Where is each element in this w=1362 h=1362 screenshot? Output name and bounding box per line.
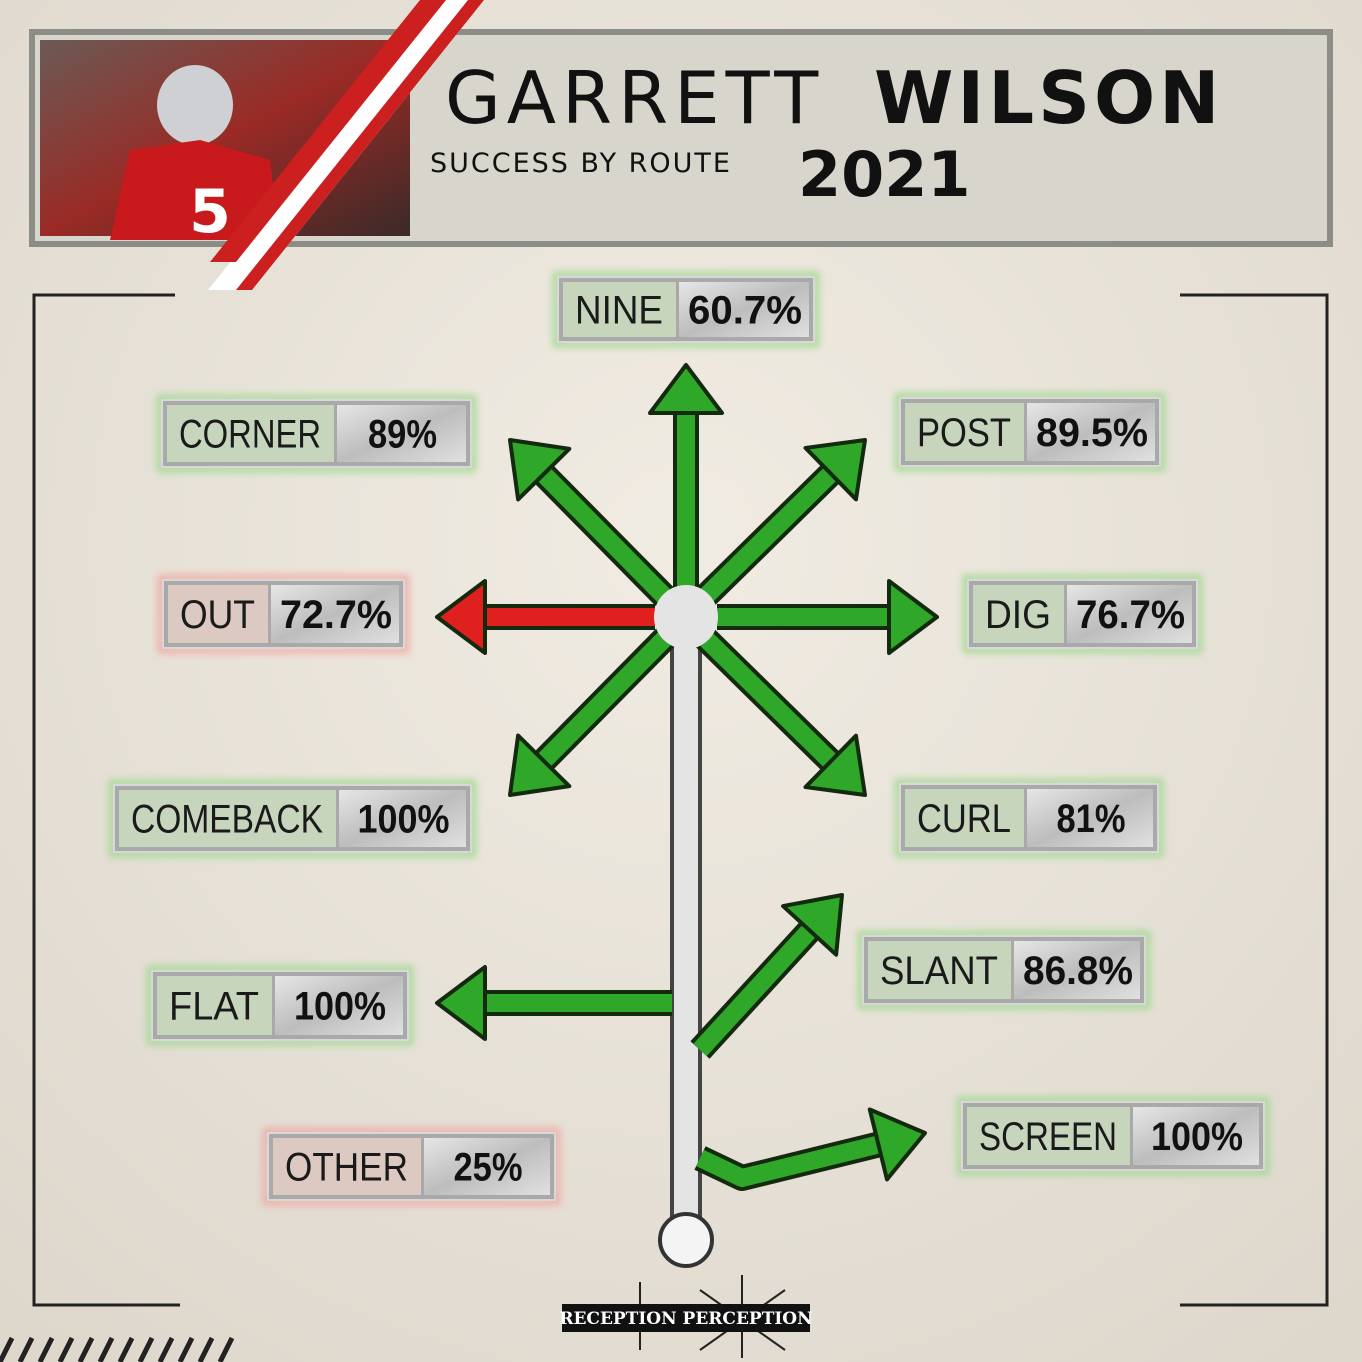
label-value-bg <box>1027 789 1153 847</box>
arrow-shaft <box>696 1135 883 1187</box>
title-first: GARRETT <box>445 56 824 140</box>
route-success: 89% <box>368 413 437 457</box>
route-success: 72.7% <box>280 593 392 637</box>
arrow-shaft <box>535 466 675 607</box>
arrow-head <box>435 579 487 655</box>
title-last: WILSON <box>874 56 1223 140</box>
frame <box>32 293 1329 1307</box>
route-success: 76.7% <box>1076 593 1185 637</box>
route-arrows <box>435 363 939 1191</box>
arrow-shaft <box>693 922 818 1057</box>
label-name-bg <box>905 789 1024 847</box>
label-glow <box>553 272 819 347</box>
label-name-bg <box>868 941 1011 999</box>
label-glow <box>858 931 1150 1009</box>
helmet <box>157 65 233 145</box>
arrow-head <box>867 1107 927 1182</box>
arrow-shaft <box>695 465 839 607</box>
label-value-bg <box>1027 403 1155 461</box>
route-success: 86.8% <box>1023 949 1133 993</box>
route-name: OTHER <box>285 1146 408 1190</box>
stripe-red <box>210 0 446 262</box>
arrow-head <box>508 438 572 502</box>
jersey-number: 5 <box>189 177 231 247</box>
label-value-bg <box>1067 585 1192 643</box>
arrow-shaft <box>695 628 839 770</box>
label-name-bg <box>273 1138 421 1195</box>
jersey <box>110 140 280 240</box>
label-name-bg <box>157 976 272 1035</box>
arrow-head <box>803 733 867 797</box>
label-value-bg <box>337 405 466 462</box>
arrow-head <box>648 363 724 415</box>
route-labels: NINE 60.7% CORNER 89% POST 89.5% OUT 72.7% DIG 76… <box>109 272 1269 1205</box>
route-success: 25% <box>454 1146 523 1190</box>
label-glow <box>109 780 476 857</box>
route-name: FLAT <box>169 985 259 1029</box>
label-name-bg <box>167 405 334 462</box>
route-success: 89.5% <box>1036 411 1148 455</box>
label-glow <box>895 779 1163 857</box>
label-name-bg <box>563 282 676 337</box>
route-success: 100% <box>358 798 450 842</box>
route-name: CORNER <box>179 413 321 457</box>
route-success: 100% <box>1151 1115 1243 1159</box>
label-glow <box>147 966 413 1045</box>
label-name-bg <box>905 403 1024 461</box>
arrow-head <box>887 579 939 655</box>
label-glow <box>963 575 1202 653</box>
label-glow <box>157 395 476 472</box>
label-glow <box>895 393 1165 471</box>
label-value-bg <box>339 790 466 847</box>
route-name: DIG <box>985 593 1051 637</box>
label-value-bg <box>424 1138 550 1195</box>
center-node <box>654 585 718 649</box>
label-glow <box>263 1128 560 1205</box>
start-node <box>658 1212 714 1268</box>
route-name: COMEBACK <box>131 798 323 842</box>
label-value-bg <box>275 976 403 1035</box>
arrow-head <box>435 965 487 1041</box>
route-name: NINE <box>575 289 663 333</box>
route-name: CURL <box>917 797 1011 841</box>
stripe-red <box>236 0 484 290</box>
arrow-shaft <box>535 628 675 769</box>
year: 2021 <box>798 138 971 211</box>
subtitle: SUCCESS BY ROUTE <box>430 148 732 179</box>
route-name: SLANT <box>880 949 998 993</box>
route-success: 81% <box>1057 797 1126 841</box>
logo-box <box>562 1304 810 1332</box>
label-value-bg <box>1014 941 1140 999</box>
route-success: 60.7% <box>688 289 802 333</box>
arrow-head <box>508 733 572 797</box>
label-name-bg <box>168 585 268 643</box>
label-glow <box>957 1097 1269 1175</box>
label-value-bg <box>679 282 809 337</box>
label-name-bg <box>119 790 336 847</box>
label-name-bg <box>967 1107 1130 1165</box>
logo-text: RECEPTION PERCEPTION <box>559 1309 812 1329</box>
diagonal-hatch <box>0 1336 235 1362</box>
label-value-bg <box>1133 1107 1259 1165</box>
route-name: OUT <box>180 593 255 637</box>
label-glow <box>158 575 409 653</box>
label-value-bg <box>271 585 399 643</box>
arrow-head <box>803 438 867 502</box>
route-success: 100% <box>294 985 386 1029</box>
route-name: POST <box>917 411 1011 455</box>
label-name-bg <box>973 585 1064 643</box>
route-name: SCREEN <box>979 1115 1117 1159</box>
arrow-head <box>781 893 844 957</box>
